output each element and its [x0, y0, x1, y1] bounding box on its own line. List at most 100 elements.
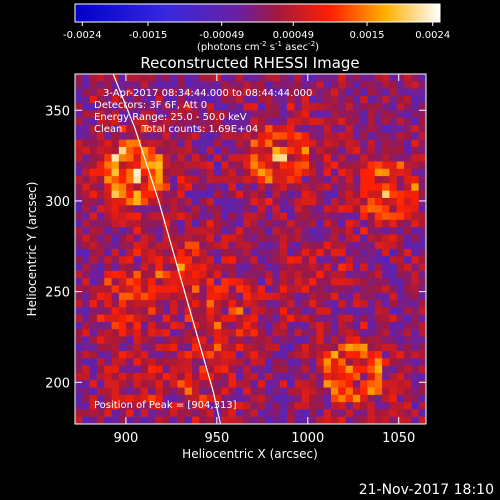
- heatmap-cell: [389, 197, 398, 206]
- heatmap-cell: [330, 176, 339, 184]
- heatmap-cell: [404, 81, 412, 90]
- heatmap-cell: [411, 387, 420, 396]
- heatmap-cell: [265, 270, 274, 279]
- heatmap-cell: [360, 300, 369, 308]
- heatmap-cell: [118, 117, 127, 126]
- heatmap-cell: [396, 387, 405, 396]
- heatmap-cell: [235, 154, 244, 163]
- heatmap-cell: [199, 190, 208, 199]
- heatmap-cell: [177, 125, 186, 133]
- heatmap-cell: [96, 234, 105, 243]
- heatmap-cell: [184, 278, 193, 287]
- heatmap-cell: [148, 372, 157, 381]
- heatmap-cell: [170, 227, 178, 236]
- y-axis-label: Heliocentric Y (arcsec): [25, 182, 39, 317]
- heatmap-cell: [221, 154, 230, 163]
- heatmap-cell: [411, 205, 420, 214]
- heatmap-cell: [104, 132, 113, 141]
- heatmap-cell: [279, 358, 288, 367]
- heatmap-cell: [301, 402, 310, 411]
- heatmap-cell: [294, 300, 303, 308]
- heatmap-cell: [192, 314, 200, 323]
- heatmap-cell: [228, 285, 237, 294]
- heatmap-cell: [272, 409, 281, 418]
- heatmap-cell: [323, 219, 332, 228]
- heatmap-cell: [279, 278, 288, 287]
- heatmap-cell: [250, 263, 259, 272]
- heatmap-cell: [111, 88, 120, 97]
- heatmap-cell: [184, 110, 193, 119]
- heatmap-cell: [257, 183, 266, 192]
- heatmap-cell: [301, 74, 310, 82]
- heatmap-cell: [177, 74, 186, 82]
- heatmap-cell: [75, 270, 83, 279]
- heatmap-cell: [316, 387, 325, 396]
- heatmap-cell: [192, 263, 200, 272]
- heatmap-cell: [140, 190, 149, 199]
- heatmap-cell: [89, 176, 98, 184]
- heatmap-cell: [323, 409, 332, 418]
- heatmap-cell: [279, 197, 288, 206]
- heatmap-cell: [170, 81, 178, 90]
- heatmap-cell: [82, 183, 91, 192]
- heatmap-cell: [374, 241, 383, 250]
- heatmap-cell: [221, 117, 230, 126]
- heatmap-cell: [243, 285, 252, 294]
- heatmap-cell: [265, 256, 274, 265]
- heatmap-cell: [148, 256, 157, 265]
- heatmap-cell: [228, 125, 237, 133]
- heatmap-cell: [155, 263, 164, 272]
- heatmap-cell: [82, 336, 91, 345]
- heatmap-cell: [294, 183, 303, 192]
- heatmap-cell: [104, 263, 113, 272]
- heatmap-cell: [250, 270, 259, 279]
- heatmap-cell: [279, 365, 288, 374]
- heatmap-cell: [309, 81, 317, 90]
- heatmap-cell: [301, 292, 310, 301]
- heatmap-cell: [235, 307, 244, 316]
- heatmap-cell: [404, 314, 412, 323]
- heatmap-cell: [404, 285, 412, 294]
- heatmap-cell: [133, 219, 142, 228]
- footer-date: 21-Nov-2017 18:10: [359, 482, 494, 498]
- heatmap-cell: [418, 336, 426, 345]
- heatmap-cell: [170, 336, 178, 345]
- heatmap-cell: [162, 270, 171, 279]
- heatmap-cell: [243, 234, 252, 243]
- heatmap-cell: [184, 329, 193, 338]
- heatmap-cell: [418, 372, 426, 381]
- heatmap-cell: [367, 110, 376, 119]
- heatmap-cell: [338, 176, 347, 184]
- heatmap-cell: [250, 117, 259, 126]
- heatmap-cell: [133, 241, 142, 250]
- heatmap-cell: [89, 95, 98, 104]
- heatmap-cell: [177, 154, 186, 163]
- heatmap-cell: [221, 372, 230, 381]
- heatmap-cell: [126, 278, 135, 287]
- heatmap-cell: [177, 249, 186, 257]
- heatmap-cell: [301, 358, 310, 367]
- heatmap-cell: [206, 402, 215, 411]
- heatmap-cell: [352, 139, 361, 148]
- heatmap-cell: [140, 314, 149, 323]
- heatmap-cell: [228, 227, 237, 236]
- heatmap-cell: [404, 212, 412, 221]
- heatmap-cell: [411, 343, 420, 352]
- heatmap-cell: [367, 270, 376, 279]
- heatmap-cell: [279, 402, 288, 411]
- heatmap-cell: [177, 95, 186, 104]
- heatmap-cell: [199, 365, 208, 374]
- heatmap-cell: [352, 365, 361, 374]
- heatmap-cell: [411, 219, 420, 228]
- heatmap-cell: [155, 380, 164, 389]
- heatmap-cell: [257, 190, 266, 199]
- heatmap-cell: [367, 88, 376, 97]
- heatmap-cell: [418, 365, 426, 374]
- heatmap-cell: [213, 372, 222, 381]
- heatmap-cell: [352, 336, 361, 345]
- heatmap-cell: [199, 314, 208, 323]
- heatmap-cell: [352, 343, 361, 352]
- heatmap-cell: [89, 234, 98, 243]
- heatmap-cell: [96, 372, 105, 381]
